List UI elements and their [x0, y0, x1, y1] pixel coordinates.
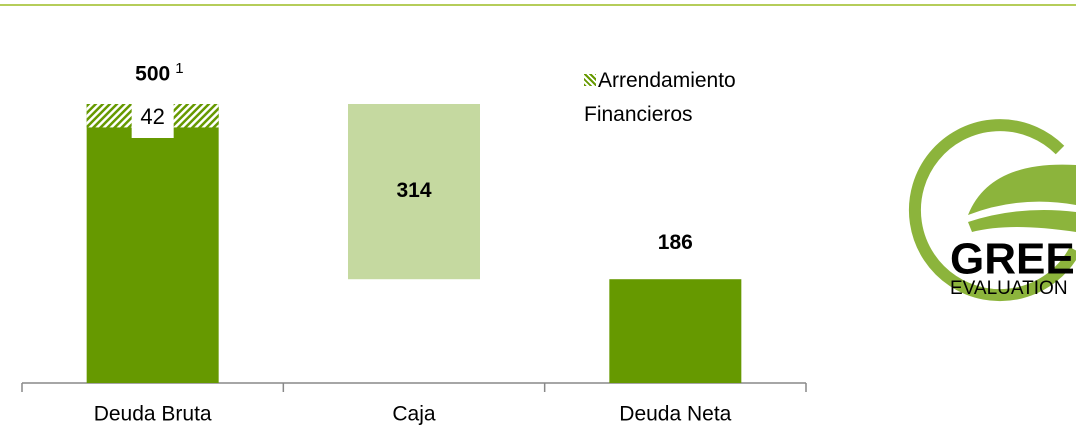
overlay-label: 42 [140, 104, 164, 129]
bar [348, 104, 480, 280]
logo-leaf [968, 164, 1076, 215]
x-tick-label: Deuda Bruta [94, 403, 212, 426]
value-label: 314 [396, 179, 431, 202]
logo: GREEN EVALUATION [908, 119, 1076, 302]
logo-title: GREEN [950, 235, 1076, 284]
overlay-label-box [131, 104, 174, 138]
value-label: 500 [135, 63, 170, 86]
x-tick-label: Deuda Neta [619, 403, 731, 426]
x-tick-label: Caja [392, 403, 436, 426]
bar [609, 279, 742, 383]
logo-subtitle: EVALUATION [950, 278, 1068, 299]
legend: Arrendamiento Financieros [584, 64, 774, 132]
logo-leaf [968, 209, 1076, 232]
logo-ring [908, 119, 1076, 302]
bar [86, 104, 219, 383]
legend-label: Arrendamiento Financieros [584, 69, 736, 126]
value-label: 186 [658, 231, 693, 254]
footnote-mark: 1 [175, 60, 183, 77]
legend-swatch [584, 74, 596, 86]
